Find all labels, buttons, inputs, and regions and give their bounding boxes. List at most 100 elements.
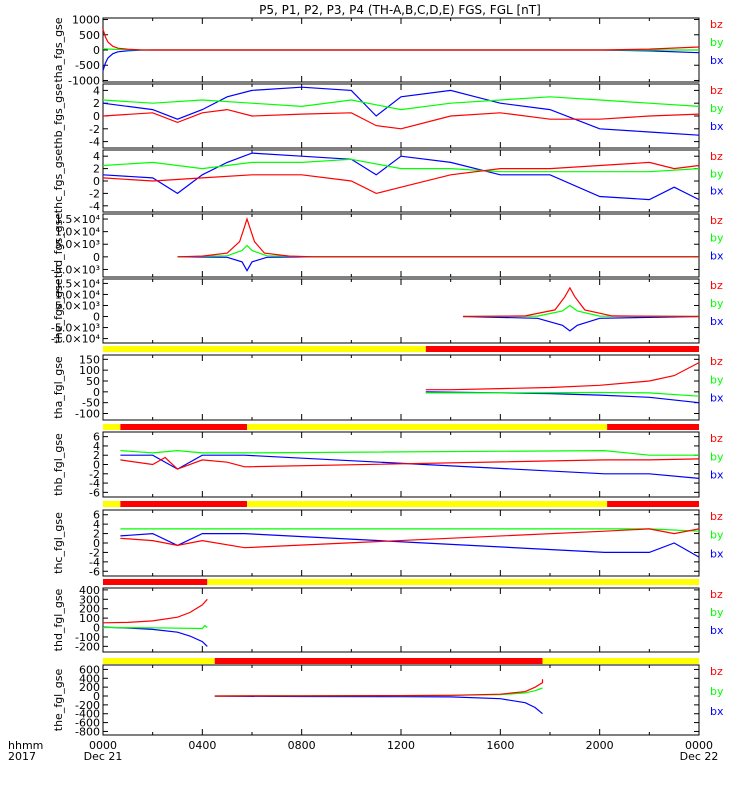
y-tick-label: 0	[93, 690, 100, 703]
legend-bx: bx	[710, 249, 724, 262]
y-tick-label: -500	[75, 59, 100, 72]
legend-bx: bx	[710, 54, 724, 67]
y-tick-label: 1.0×10⁴	[55, 288, 101, 301]
flag-segment	[207, 579, 700, 585]
y-axis-label: the_fgl_gse	[52, 669, 65, 732]
flag-bar	[103, 424, 699, 430]
main-title: P5, P1, P2, P3, P4 (TH-A,B,C,D,E) FGS, F…	[259, 3, 541, 17]
series-bx	[120, 532, 700, 558]
y-tick-label: 0	[93, 251, 100, 264]
legend-bz: bz	[710, 279, 723, 292]
y-tick-label: 0	[93, 386, 100, 399]
y-tick-label: 0	[93, 622, 100, 635]
x-tick-label: 0000	[89, 739, 117, 752]
series-by	[102, 158, 700, 173]
series-bz	[120, 528, 700, 549]
y-tick-label: 200	[79, 681, 100, 694]
flag-segment	[120, 424, 248, 430]
series-bz	[102, 598, 208, 624]
y-tick-label: -4	[89, 136, 100, 149]
panel-thb_fgs_gse: 420-2-4 thb_fgs_gse bz by bx	[52, 83, 724, 149]
y-tick-label: 4	[93, 150, 100, 163]
y-axis-label: thc_fgl_gse	[52, 512, 65, 574]
panel-thd_fgs_gse: 1.5×10⁴1.0×10⁴5.0×10³0-5.0×10³thd_fgs_gs…	[51, 213, 724, 279]
panel-frame	[102, 664, 700, 736]
x-tick-label: 0400	[188, 739, 216, 752]
time-units-label: hhmm	[8, 739, 43, 752]
legend-bx: bx	[710, 624, 724, 637]
y-tick-label: 6	[93, 431, 100, 444]
flag-bar	[103, 658, 699, 664]
series-bx	[214, 695, 543, 715]
y-tick-label: -50	[82, 397, 100, 410]
y-tick-label: -200	[75, 699, 100, 712]
y-tick-label: 1000	[72, 14, 100, 27]
flag-segment	[103, 346, 426, 352]
y-tick-label: 1.0×10⁴	[55, 226, 101, 239]
series-bz	[102, 29, 700, 51]
y-tick-label: -400	[75, 708, 100, 721]
legend-bx: bx	[710, 120, 724, 133]
legend-by: by	[710, 297, 724, 310]
y-tick-label: 4	[93, 518, 100, 531]
panel-frame	[102, 431, 700, 498]
y-tick-label: 400	[79, 672, 100, 685]
flag-segment	[542, 658, 699, 664]
legend-by: by	[710, 102, 724, 115]
series-by	[463, 304, 700, 318]
time-axis: hhmm 2017 Dec 21 Dec 22 0000 0400 0800 1200…	[8, 739, 718, 763]
y-axis-label: thb_fgl_gse	[52, 433, 65, 496]
legend-bz: bz	[710, 432, 723, 445]
series-by	[425, 391, 700, 397]
legend-by: by	[710, 373, 724, 386]
series-bx	[102, 626, 208, 647]
y-tick-label: -4	[89, 200, 100, 213]
y-tick-label: 2	[93, 449, 100, 462]
flag-segment	[103, 424, 121, 430]
y-tick-label: -2	[89, 187, 100, 200]
legend-bx: bx	[710, 315, 724, 328]
panel-frame	[102, 587, 700, 653]
legend-bz: bz	[710, 588, 723, 601]
series-bz	[214, 679, 544, 697]
legend-bz: bz	[710, 84, 723, 97]
x-tick-label: 1600	[486, 739, 514, 752]
series-bx	[120, 454, 700, 479]
y-axis-label: thd_fgs_gse	[52, 213, 65, 279]
series-bx	[102, 152, 700, 201]
y-tick-label: 4	[93, 84, 100, 97]
series-bz	[102, 108, 700, 130]
y-axis-label: thb_fgs_gse	[52, 83, 65, 149]
flag-bar	[103, 346, 699, 352]
flag-segment	[247, 501, 608, 507]
series-by	[102, 624, 208, 630]
x-tick-label: 2000	[586, 739, 614, 752]
legend-bx: bx	[710, 469, 724, 482]
flag-segment	[103, 501, 121, 507]
y-tick-label: 200	[79, 603, 100, 616]
y-tick-label: -4	[89, 477, 100, 490]
x-tick-label: 1200	[387, 739, 415, 752]
y-tick-label: 0	[93, 459, 100, 472]
legend-by: by	[710, 606, 724, 619]
y-tick-label: 50	[86, 375, 100, 388]
y-tick-label: 300	[79, 593, 100, 606]
legend-by: by	[710, 450, 724, 463]
y-tick-label: 4	[93, 440, 100, 453]
y-tick-label: 1.5×10⁴	[55, 277, 101, 290]
series-bz	[463, 286, 700, 318]
y-tick-label: -5.0×10³	[51, 322, 100, 335]
legend-bx: bx	[710, 185, 724, 198]
y-tick-label: -5.0×10³	[51, 263, 100, 276]
y-tick-label: 0	[93, 537, 100, 550]
legend-bz: bz	[710, 665, 723, 678]
series-bz	[102, 161, 700, 195]
year-label: 2017	[8, 750, 36, 763]
legend-bx: bx	[710, 705, 724, 718]
